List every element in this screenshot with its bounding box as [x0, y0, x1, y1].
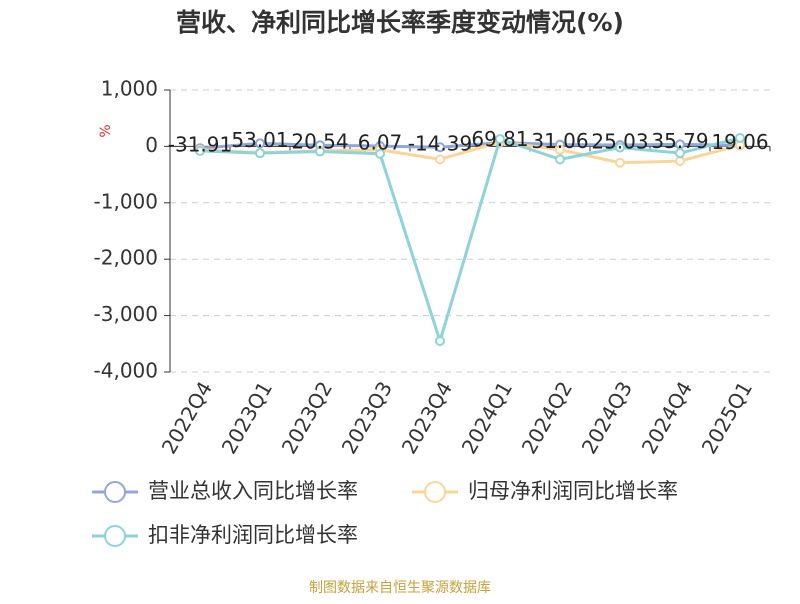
data-point: [375, 148, 385, 159]
data-point: [675, 148, 685, 159]
data-point: [435, 335, 445, 346]
x-tick-label: 2024Q2: [517, 377, 577, 458]
data-point: [255, 148, 265, 159]
legend-label: 归母净利润同比增长率: [468, 479, 678, 503]
legend-label: 营业总收入同比增长率: [148, 479, 358, 503]
data-point: [615, 157, 625, 168]
data-point: [435, 154, 445, 165]
data-label: -14.39: [408, 132, 472, 156]
data-point: [255, 138, 265, 149]
y-tick-label: -1,000: [94, 189, 158, 213]
source-note: 制图数据来自恒生聚源数据库: [309, 580, 491, 596]
data-label: 20.54: [291, 130, 348, 154]
data-point: [615, 142, 625, 153]
data-label: 69.81: [471, 127, 528, 151]
x-tick-label: 2023Q1: [217, 377, 277, 458]
data-label: 35.79: [651, 129, 708, 153]
data-label: 19.06: [711, 130, 768, 154]
x-tick-label: 2024Q3: [577, 377, 637, 458]
data-label: -31.91: [168, 133, 232, 157]
data-point: [675, 156, 685, 167]
legend-marker: [104, 481, 126, 503]
data-point: [315, 146, 325, 157]
y-tick-label: 1,000: [101, 77, 158, 101]
data-point: [555, 144, 565, 155]
data-point: [495, 134, 505, 145]
y-axis-label: %: [98, 124, 114, 137]
data-label: 6.07: [358, 131, 403, 155]
x-tick-label: 2023Q3: [337, 377, 397, 458]
y-tick-label: -2,000: [94, 246, 158, 270]
chart-title: 营收、净利同比增长率季度变动情况(%): [176, 8, 624, 37]
series-line: [199, 140, 741, 150]
data-point: [435, 142, 445, 153]
data-point: [555, 154, 565, 165]
x-tick-label: 2024Q1: [457, 377, 517, 458]
series-line: [199, 136, 741, 347]
data-label: 53.01: [231, 128, 288, 152]
y-tick-label: -4,000: [94, 359, 158, 383]
x-tick-label: 2023Q4: [397, 377, 457, 458]
data-label: 31.06: [531, 129, 588, 153]
data-point: [735, 132, 745, 143]
x-tick-label: 2024Q4: [637, 377, 697, 458]
data-point: [195, 145, 205, 156]
y-tick-label: -3,000: [94, 302, 158, 326]
legend-marker: [424, 481, 446, 503]
x-tick-label: 2025Q1: [697, 377, 757, 458]
x-tick-label: 2022Q4: [157, 377, 217, 458]
y-tick-label: 0: [145, 133, 158, 157]
data-label: 25.03: [591, 129, 648, 153]
x-tick-label: 2023Q2: [277, 377, 337, 458]
legend-marker: [104, 525, 126, 547]
legend-label: 扣非净利润同比增长率: [148, 523, 358, 547]
